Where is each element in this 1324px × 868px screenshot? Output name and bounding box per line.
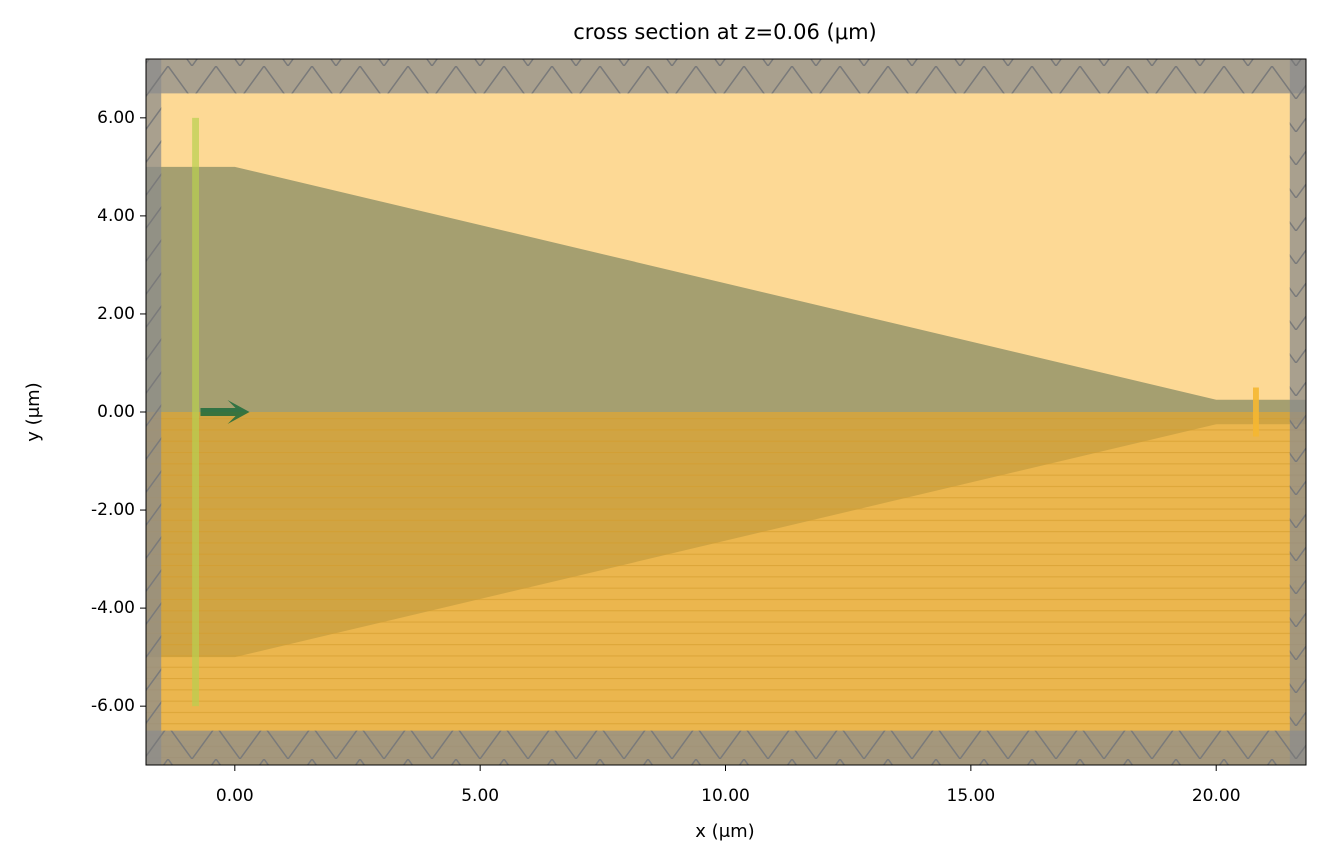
x-tick-label: 10.00 — [701, 786, 750, 806]
y-tick-label: 6.00 — [97, 108, 135, 128]
y-tick-label: -2.00 — [91, 500, 135, 520]
y-axis-label: y (μm) — [23, 382, 44, 441]
y-tick-label: -4.00 — [91, 598, 135, 618]
source-arrow — [200, 400, 250, 424]
shape-hatch — [146, 412, 1306, 765]
x-tick-label: 0.00 — [216, 786, 254, 806]
shape-hatch — [146, 730, 1306, 765]
x-axis-label: x (μm) — [695, 821, 754, 842]
shape-hatch — [146, 59, 1306, 94]
shape — [1253, 387, 1259, 437]
y-tick-label: -6.00 — [91, 696, 135, 716]
plot-area: 0.00 5.00 10.00 15.00 20.00 -6.00 -4.00 -2.00 0.… — [91, 58, 1307, 806]
x-tick-label: 20.00 — [1192, 786, 1241, 806]
y-tick-label: 0.00 — [97, 402, 135, 422]
shape — [192, 117, 199, 707]
shape-hatch — [146, 59, 162, 765]
y-tick-label: 2.00 — [97, 304, 135, 324]
chart-title: cross section at z=0.06 (μm) — [573, 20, 876, 44]
shape-hatch — [1289, 59, 1306, 765]
y-tick-label: 4.00 — [97, 206, 135, 226]
x-tick-label: 15.00 — [947, 786, 996, 806]
x-tick-label: 5.00 — [461, 786, 499, 806]
